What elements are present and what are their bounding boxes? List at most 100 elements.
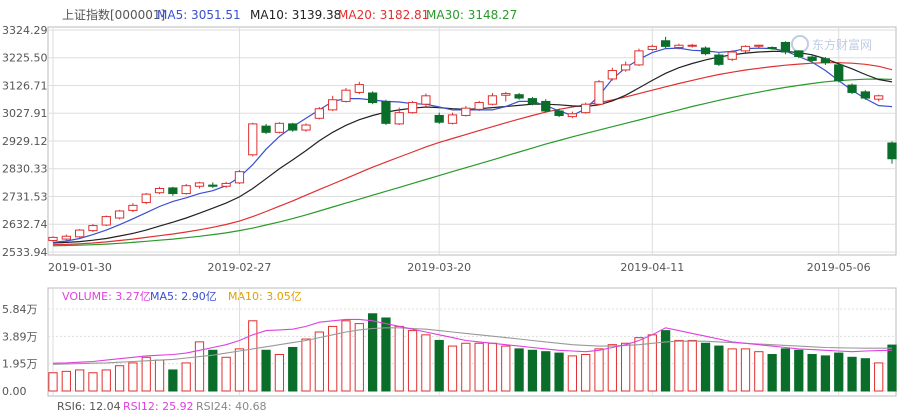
volume-bar	[754, 351, 764, 392]
candle	[874, 94, 884, 102]
candle	[887, 141, 897, 164]
candle	[687, 43, 697, 48]
volume-bar	[421, 334, 431, 392]
candle	[274, 122, 285, 134]
ma30-line	[52, 78, 893, 247]
volume-bar	[101, 369, 111, 392]
volume-bar	[248, 320, 258, 392]
volume-bar	[261, 349, 271, 392]
volume-bar	[367, 313, 378, 392]
volume-bar	[554, 352, 564, 392]
candle	[341, 87, 351, 103]
price-x-axis: 2019-01-30 2019-02-27 2019-03-20 2019-04-11…	[48, 261, 871, 274]
candle	[660, 36, 671, 49]
volume-bar	[567, 355, 578, 392]
candle	[394, 107, 404, 126]
candle	[820, 57, 831, 65]
volume-bar	[834, 352, 844, 392]
volume-bar	[88, 372, 98, 392]
watermark: 东方财富网	[791, 35, 872, 53]
volume-bar	[541, 351, 551, 392]
candle	[754, 44, 764, 48]
volume-bar	[740, 348, 751, 392]
candle	[421, 93, 431, 108]
candle	[621, 61, 631, 72]
price-header: 上证指数[000001] MA5: 3051.51 MA10: 3139.38 …	[62, 7, 517, 22]
ma30-label: MA30: 3148.27	[426, 8, 517, 22]
watermark-logo-icon	[791, 35, 809, 53]
volume-label: VOLUME: 3.27亿	[62, 290, 151, 303]
candle	[581, 102, 591, 114]
candle	[61, 234, 71, 241]
candle	[434, 112, 444, 124]
volume-bar	[700, 342, 711, 392]
vol-ma5-label: MA5: 2.90亿	[150, 290, 217, 303]
volume-bar	[114, 365, 125, 392]
volume-bar	[714, 345, 724, 392]
candle	[447, 112, 458, 125]
volume-bar	[807, 353, 817, 392]
candle	[674, 43, 684, 50]
volume-bar	[527, 349, 538, 392]
candle	[154, 186, 165, 195]
candle	[647, 44, 657, 51]
candle	[527, 96, 538, 106]
candle	[607, 67, 617, 81]
price-y-axis: 3324.29 3225.50 3126.71 3027.91 2929.12 2830.…	[2, 24, 48, 259]
candle	[554, 108, 564, 118]
candle	[780, 41, 791, 55]
candle	[860, 90, 870, 100]
volume-bar	[820, 355, 831, 392]
candle	[541, 99, 551, 113]
volume-bar	[581, 353, 591, 392]
rsi24-label: RSI24: 40.68	[196, 400, 267, 413]
volume-bar	[194, 341, 205, 392]
volume-y-tick-label: 3.89万	[2, 330, 38, 343]
candle	[727, 50, 737, 61]
candle	[75, 228, 85, 238]
volume-ma5-line	[52, 318, 893, 364]
price-y-tick-label: 3027.91	[2, 107, 48, 120]
candle	[194, 181, 205, 189]
candle	[208, 182, 218, 188]
price-y-tick-label: 2830.33	[2, 163, 48, 176]
ma5-line	[52, 47, 893, 243]
price-y-tick-label: 2731.53	[2, 190, 48, 203]
candle	[367, 91, 378, 105]
volume-bar	[461, 342, 471, 392]
candle	[767, 46, 777, 50]
volume-bar	[128, 362, 138, 392]
volume-bar	[301, 338, 311, 392]
candle	[487, 93, 498, 106]
price-y-tick-label: 3324.29	[2, 24, 48, 37]
volume-bar	[288, 346, 298, 392]
volume-bar	[487, 342, 498, 392]
candle	[168, 186, 178, 196]
volume-bar	[341, 320, 351, 392]
candle	[807, 55, 817, 63]
candle	[794, 50, 804, 59]
x-tick-label: 2019-01-30	[48, 261, 112, 274]
volume-bar	[181, 362, 191, 392]
candle	[700, 46, 711, 56]
candle	[714, 53, 724, 67]
price-y-tick-label: 2533.94	[2, 246, 48, 259]
volume-ma10-line	[52, 327, 892, 365]
volume-bar	[621, 342, 631, 392]
volume-bar	[887, 344, 897, 392]
volume-bar	[860, 358, 870, 392]
candle	[88, 223, 98, 233]
volume-bar	[594, 348, 604, 392]
volume-bar	[727, 348, 737, 392]
volume-bar	[234, 348, 245, 392]
candle	[48, 236, 58, 242]
volume-bar	[354, 323, 364, 392]
candle	[567, 111, 578, 119]
candle	[834, 63, 844, 83]
candles	[48, 36, 897, 242]
x-tick-label: 2019-02-27	[207, 261, 271, 274]
candle	[501, 91, 511, 102]
candle	[301, 123, 311, 132]
price-y-tick-label: 3225.50	[2, 52, 48, 65]
candle	[354, 81, 364, 95]
